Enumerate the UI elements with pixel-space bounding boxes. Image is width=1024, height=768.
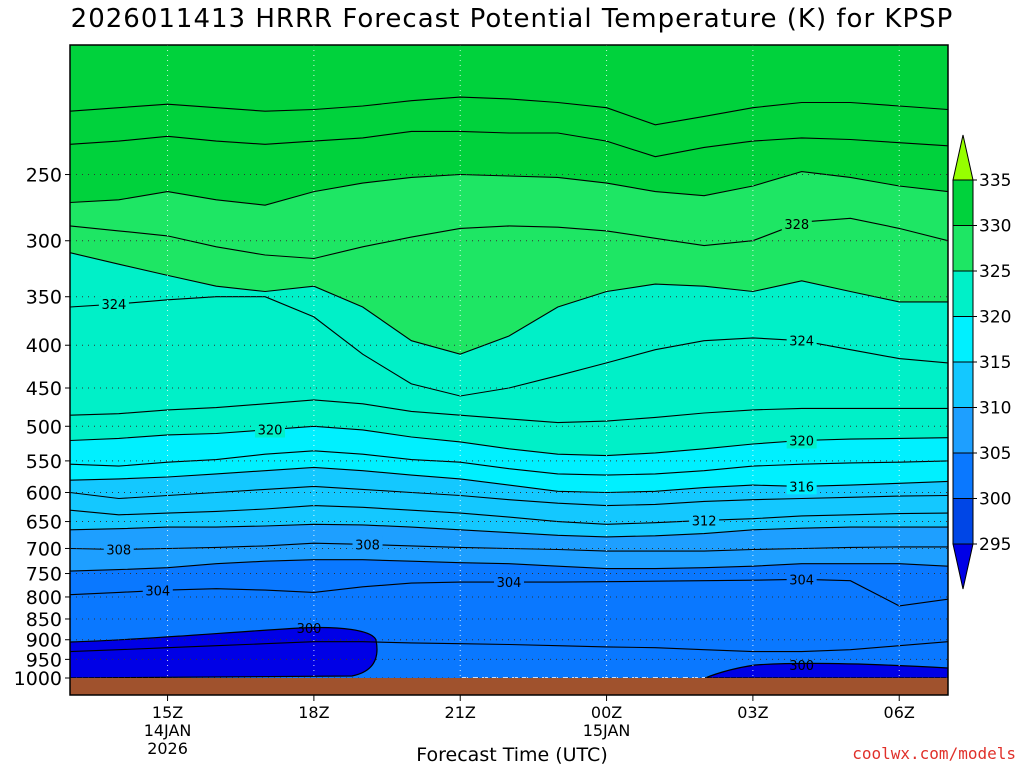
contour-labels: 304 304 304 308 308 312 316 320 320 324 324 328 300 3… xyxy=(98,216,817,674)
colorbar-segment xyxy=(952,316,974,363)
contour-label: 308 xyxy=(106,544,131,559)
contour-label: 324 xyxy=(789,335,814,350)
x-tick-label: 15Z xyxy=(152,703,183,722)
y-tick-label: 900 xyxy=(26,630,62,652)
contour-line xyxy=(70,450,948,476)
contour-label: 308 xyxy=(355,538,380,553)
colorbar-label: 315 xyxy=(979,353,1011,373)
x-tick-label: 03Z xyxy=(737,703,768,722)
y-tick-label: 650 xyxy=(26,512,62,534)
x-tick-label: 14JAN xyxy=(144,721,192,740)
y-tick-label: 600 xyxy=(26,482,62,504)
colorbar-segment xyxy=(952,179,974,226)
credit-text: coolwx.com/models xyxy=(852,744,1016,763)
contour-label-bg xyxy=(786,332,817,349)
plot-frame xyxy=(69,44,949,696)
contour-label: 320 xyxy=(789,435,814,450)
chart-title: 2026011413 HRRR Forecast Potential Tempe… xyxy=(70,4,954,34)
colorbar-segment xyxy=(952,361,974,408)
contour-label-bg xyxy=(786,571,817,588)
y-tick-label: 300 xyxy=(26,231,62,253)
contour-label: 328 xyxy=(784,218,809,233)
y-tick-label: 500 xyxy=(26,416,62,438)
contour-label: 312 xyxy=(692,514,717,529)
colorbar-label: 325 xyxy=(979,262,1011,282)
contour-label-bg xyxy=(786,432,817,449)
y-tick-label: 550 xyxy=(26,451,62,473)
contour-label-bg xyxy=(98,296,129,313)
colorbar-label: 295 xyxy=(979,535,1011,555)
band-fill xyxy=(70,45,948,125)
y-tick-label: 950 xyxy=(26,649,62,671)
colorbar-segment xyxy=(952,270,974,317)
colorbar-segment xyxy=(952,225,974,272)
colorbar-label: 300 xyxy=(979,490,1011,510)
x-tick-label: 18Z xyxy=(298,703,329,722)
contour-line xyxy=(70,485,948,507)
contour-label: 300 xyxy=(789,659,814,674)
contour-line xyxy=(70,559,948,572)
contour-label-bg xyxy=(103,541,134,558)
x-axis-label: Forecast Time (UTC) xyxy=(416,744,608,766)
colorbar-label: 310 xyxy=(979,399,1011,419)
contour-line xyxy=(70,505,948,525)
contour-label: 320 xyxy=(258,424,283,439)
y-tick-label: 250 xyxy=(26,165,62,187)
contour-label: 300 xyxy=(297,622,322,637)
contour-label: 316 xyxy=(789,480,814,495)
cold-pocket-fill xyxy=(70,626,378,678)
contour-label-bg xyxy=(786,478,817,495)
filled-contours xyxy=(70,45,948,678)
contour-line xyxy=(70,130,948,158)
grid-lines xyxy=(70,45,948,679)
colorbar-segment xyxy=(952,498,974,545)
contour-line xyxy=(70,252,948,355)
x-tick-label: 00Z xyxy=(591,703,622,722)
contour-label: 304 xyxy=(497,576,522,591)
y-tick-label: 400 xyxy=(26,335,62,357)
contour-label-bg xyxy=(352,536,383,553)
x-tick-label: 2026 xyxy=(147,739,188,758)
x-tick-label: 15JAN xyxy=(583,721,631,740)
contour-label: 304 xyxy=(789,573,814,588)
y-tick-label: 1000 xyxy=(14,668,62,690)
contour-label-bg xyxy=(494,574,524,591)
contour-line xyxy=(70,641,948,653)
y-axis: 2503003504004505005506006507007508008509… xyxy=(14,165,70,690)
contour-line xyxy=(70,523,948,538)
cold-pocket-fill xyxy=(704,662,948,678)
colorbar: 335 330 325 320 315 310 305 300 295 xyxy=(952,134,1011,590)
contour-line xyxy=(70,96,948,126)
colorbar-label: 330 xyxy=(979,217,1011,237)
contour-label-bg xyxy=(142,582,173,599)
colorbar-label: 305 xyxy=(979,444,1011,464)
colorbar-extend-top xyxy=(952,134,974,181)
y-tick-label: 700 xyxy=(26,538,62,560)
y-tick-label: 850 xyxy=(26,609,62,631)
y-tick-label: 750 xyxy=(26,564,62,586)
colorbar-segment xyxy=(952,452,974,499)
y-tick-label: 800 xyxy=(26,587,62,609)
contour-label: 304 xyxy=(145,585,170,600)
colorbar-label: 320 xyxy=(979,308,1011,328)
contour-label: 324 xyxy=(101,298,126,313)
x-tick-label: 21Z xyxy=(445,703,476,722)
contour-label-bg xyxy=(781,216,812,233)
y-tick-label: 350 xyxy=(26,287,62,309)
colorbar-label: 335 xyxy=(979,171,1011,191)
x-tick-label: 06Z xyxy=(884,703,915,722)
contour-line xyxy=(70,399,948,424)
contour-label-bg xyxy=(254,421,285,438)
contour-line xyxy=(70,171,948,206)
ground-surface xyxy=(70,678,948,695)
colorbar-extend-bottom xyxy=(952,543,974,590)
contour-label-bg xyxy=(689,512,720,529)
colorbar-segment xyxy=(952,407,974,454)
y-tick-label: 450 xyxy=(26,378,62,400)
